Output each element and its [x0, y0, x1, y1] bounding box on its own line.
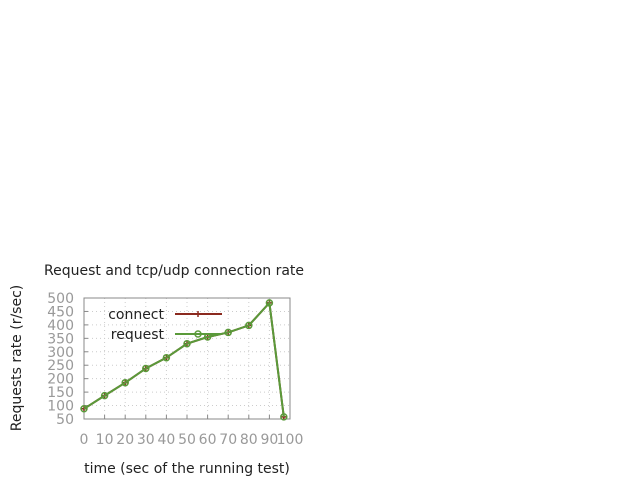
x-tick-label: 0 — [80, 432, 89, 448]
data-point-request — [121, 378, 129, 387]
legend: connect request — [108, 307, 222, 343]
x-tick-label: 100 — [277, 432, 304, 448]
data-point-request — [80, 405, 88, 413]
series-layer — [80, 299, 288, 421]
x-tick-label: 90 — [260, 432, 278, 448]
data-point-request — [245, 321, 253, 330]
y-tick-label: 200 — [47, 372, 74, 388]
y-tick-label: 100 — [47, 399, 74, 415]
x-tick-label: 50 — [178, 432, 196, 448]
data-point-request — [265, 299, 274, 307]
y-tick-label: 300 — [47, 345, 74, 361]
y-tick-label: 50 — [56, 412, 74, 428]
x-tick-label: 60 — [199, 432, 217, 448]
legend-label-request: request — [111, 327, 165, 343]
legend-label-connect: connect — [108, 307, 164, 323]
data-point-request — [224, 328, 232, 337]
chart-title: Request and tcp/udp connection rate — [44, 263, 304, 279]
x-tick-label: 20 — [116, 432, 134, 448]
y-tick-label: 350 — [47, 331, 74, 347]
legend-marker-connect — [195, 311, 201, 317]
x-axis-label: time (sec of the running test) — [84, 461, 290, 477]
x-tick-label: 40 — [157, 432, 175, 448]
legend-marker-request — [194, 330, 202, 338]
x-tick-label: 70 — [219, 432, 237, 448]
y-tick-label: 500 — [47, 291, 74, 307]
data-point-request — [183, 339, 191, 348]
x-tick-label: 10 — [96, 432, 114, 448]
x-tick-label: 80 — [240, 432, 258, 448]
y-tick-label: 250 — [47, 358, 74, 374]
y-axis-label: Requests rate (r/sec) — [9, 285, 25, 432]
y-tick-label: 400 — [47, 318, 74, 334]
y-tick-label: 450 — [47, 304, 74, 320]
series-line-request — [83, 300, 285, 417]
x-tick-label: 30 — [137, 432, 155, 448]
data-point-request — [142, 364, 150, 373]
data-point-request — [100, 391, 109, 400]
data-point-request — [280, 413, 288, 421]
data-point-request — [162, 353, 171, 362]
y-tick-label: 150 — [47, 385, 74, 401]
